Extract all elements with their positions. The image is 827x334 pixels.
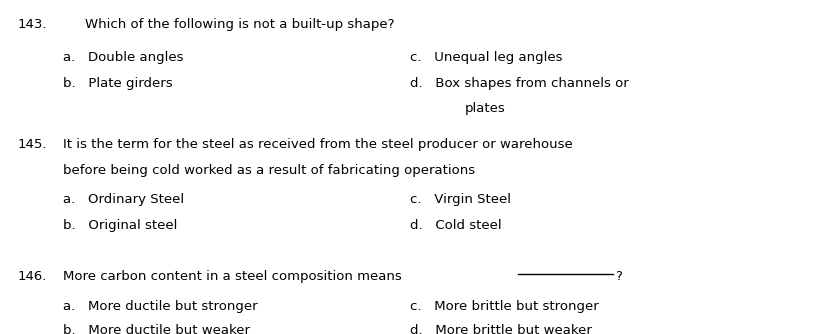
- Text: b.   Original steel: b. Original steel: [64, 219, 178, 232]
- Text: d.   Box shapes from channels or: d. Box shapes from channels or: [409, 77, 628, 90]
- Text: a.   Ordinary Steel: a. Ordinary Steel: [64, 193, 184, 206]
- Text: d.   More brittle but weaker: d. More brittle but weaker: [409, 324, 591, 334]
- Text: plates: plates: [464, 102, 504, 115]
- Text: before being cold worked as a result of fabricating operations: before being cold worked as a result of …: [64, 164, 475, 177]
- Text: 146.: 146.: [18, 270, 47, 283]
- Text: d.   Cold steel: d. Cold steel: [409, 219, 501, 232]
- Text: ?: ?: [614, 270, 621, 283]
- Text: a.   Double angles: a. Double angles: [64, 51, 184, 64]
- Text: b.   Plate girders: b. Plate girders: [64, 77, 173, 90]
- Text: 143.: 143.: [18, 18, 47, 31]
- Text: Which of the following is not a built-up shape?: Which of the following is not a built-up…: [85, 18, 394, 31]
- Text: It is the term for the steel as received from the steel producer or warehouse: It is the term for the steel as received…: [64, 138, 572, 151]
- Text: a.   More ductile but stronger: a. More ductile but stronger: [64, 300, 258, 313]
- Text: b.   More ductile but weaker: b. More ductile but weaker: [64, 324, 250, 334]
- Text: c.   Unequal leg angles: c. Unequal leg angles: [409, 51, 562, 64]
- Text: 145.: 145.: [18, 138, 47, 151]
- Text: More carbon content in a steel composition means: More carbon content in a steel compositi…: [64, 270, 402, 283]
- Text: c.   More brittle but stronger: c. More brittle but stronger: [409, 300, 598, 313]
- Text: c.   Virgin Steel: c. Virgin Steel: [409, 193, 510, 206]
